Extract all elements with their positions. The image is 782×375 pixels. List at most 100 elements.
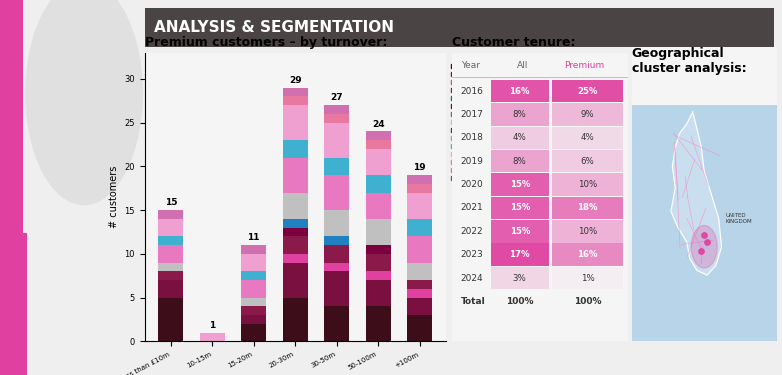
Bar [158,297,183,341]
Polygon shape [671,112,722,275]
Bar [283,140,307,158]
Text: 8%: 8% [513,157,526,166]
Bar [325,210,349,236]
Point [695,249,708,255]
Text: 2019: 2019 [461,157,484,166]
Text: 1%: 1% [580,274,594,283]
Point [701,239,713,245]
Text: 15%: 15% [510,180,530,189]
Bar [283,254,307,262]
FancyBboxPatch shape [552,173,622,196]
Text: 3%: 3% [513,274,526,283]
Bar [283,219,307,228]
Bar [242,245,266,254]
Text: All: All [517,61,528,70]
Bar [407,236,432,262]
FancyBboxPatch shape [491,173,549,196]
Bar [325,123,349,158]
Text: 19: 19 [414,164,426,172]
Bar [158,219,183,236]
Bar [158,271,183,280]
Bar [242,280,266,297]
Bar [325,158,349,175]
Y-axis label: # customers: # customers [109,166,119,228]
Bar [366,254,390,271]
FancyBboxPatch shape [552,243,622,266]
Text: Year: Year [461,61,480,70]
Text: 2023: 2023 [461,250,483,259]
FancyBboxPatch shape [491,220,549,243]
Legend: Agriculture, Building & Construction, Chemicals, Clothing & Apparel, Creative In: Agriculture, Building & Construction, Ch… [449,53,539,183]
Bar [407,219,432,236]
Text: 2016: 2016 [461,87,484,96]
FancyBboxPatch shape [552,197,622,219]
Text: 15%: 15% [510,227,530,236]
Bar [283,158,307,192]
Text: 2022: 2022 [461,227,483,236]
Text: 4%: 4% [513,134,526,142]
Bar [200,333,224,341]
Bar [242,315,266,324]
FancyBboxPatch shape [552,103,622,126]
FancyBboxPatch shape [552,127,622,149]
FancyBboxPatch shape [491,103,549,126]
Bar [407,315,432,341]
Bar [283,96,307,105]
Text: 11: 11 [247,233,260,242]
Text: 2017: 2017 [461,110,484,119]
FancyBboxPatch shape [491,243,549,266]
Text: 15%: 15% [510,204,530,213]
Bar [283,87,307,96]
Bar [407,280,432,289]
Bar [407,184,432,192]
FancyBboxPatch shape [491,127,549,149]
Bar [283,192,307,219]
FancyBboxPatch shape [491,267,549,289]
Text: 1: 1 [209,321,215,330]
Bar [325,236,349,245]
FancyBboxPatch shape [552,150,622,172]
Text: 2024: 2024 [461,274,483,283]
Bar [283,297,307,341]
Bar [407,262,432,280]
Bar [283,236,307,254]
Text: 10%: 10% [578,227,597,236]
Bar [158,280,183,297]
Text: 24: 24 [371,120,385,129]
Text: 2021: 2021 [461,204,483,213]
Bar [366,149,390,175]
Text: 25%: 25% [577,87,597,96]
Bar [325,271,349,306]
Text: Total: Total [461,297,486,306]
Text: 27: 27 [330,93,343,102]
Bar [366,175,390,192]
Text: ANALYSIS & SEGMENTATION: ANALYSIS & SEGMENTATION [154,20,394,35]
Text: 100%: 100% [574,297,601,306]
Bar [325,175,349,210]
Text: Premium customers – by turnover:: Premium customers – by turnover: [145,36,387,48]
Text: Customer tenure:: Customer tenure: [452,36,576,48]
Text: 16%: 16% [577,250,597,259]
Point [698,232,711,238]
FancyBboxPatch shape [552,80,622,102]
Bar [366,245,390,254]
FancyBboxPatch shape [491,80,549,102]
Text: 29: 29 [289,76,302,85]
Circle shape [691,225,717,268]
Bar [158,245,183,262]
Text: 15: 15 [164,198,177,207]
Bar [242,306,266,315]
Bar [242,324,266,341]
Bar [366,131,390,140]
Text: 4%: 4% [580,134,594,142]
Text: 2018: 2018 [461,134,484,142]
Bar [366,271,390,280]
Text: 10%: 10% [578,180,597,189]
FancyBboxPatch shape [491,150,549,172]
Bar [283,228,307,236]
Bar [158,236,183,245]
Text: 17%: 17% [509,250,530,259]
Bar [366,306,390,341]
Bar [366,140,390,149]
Bar [366,192,390,219]
